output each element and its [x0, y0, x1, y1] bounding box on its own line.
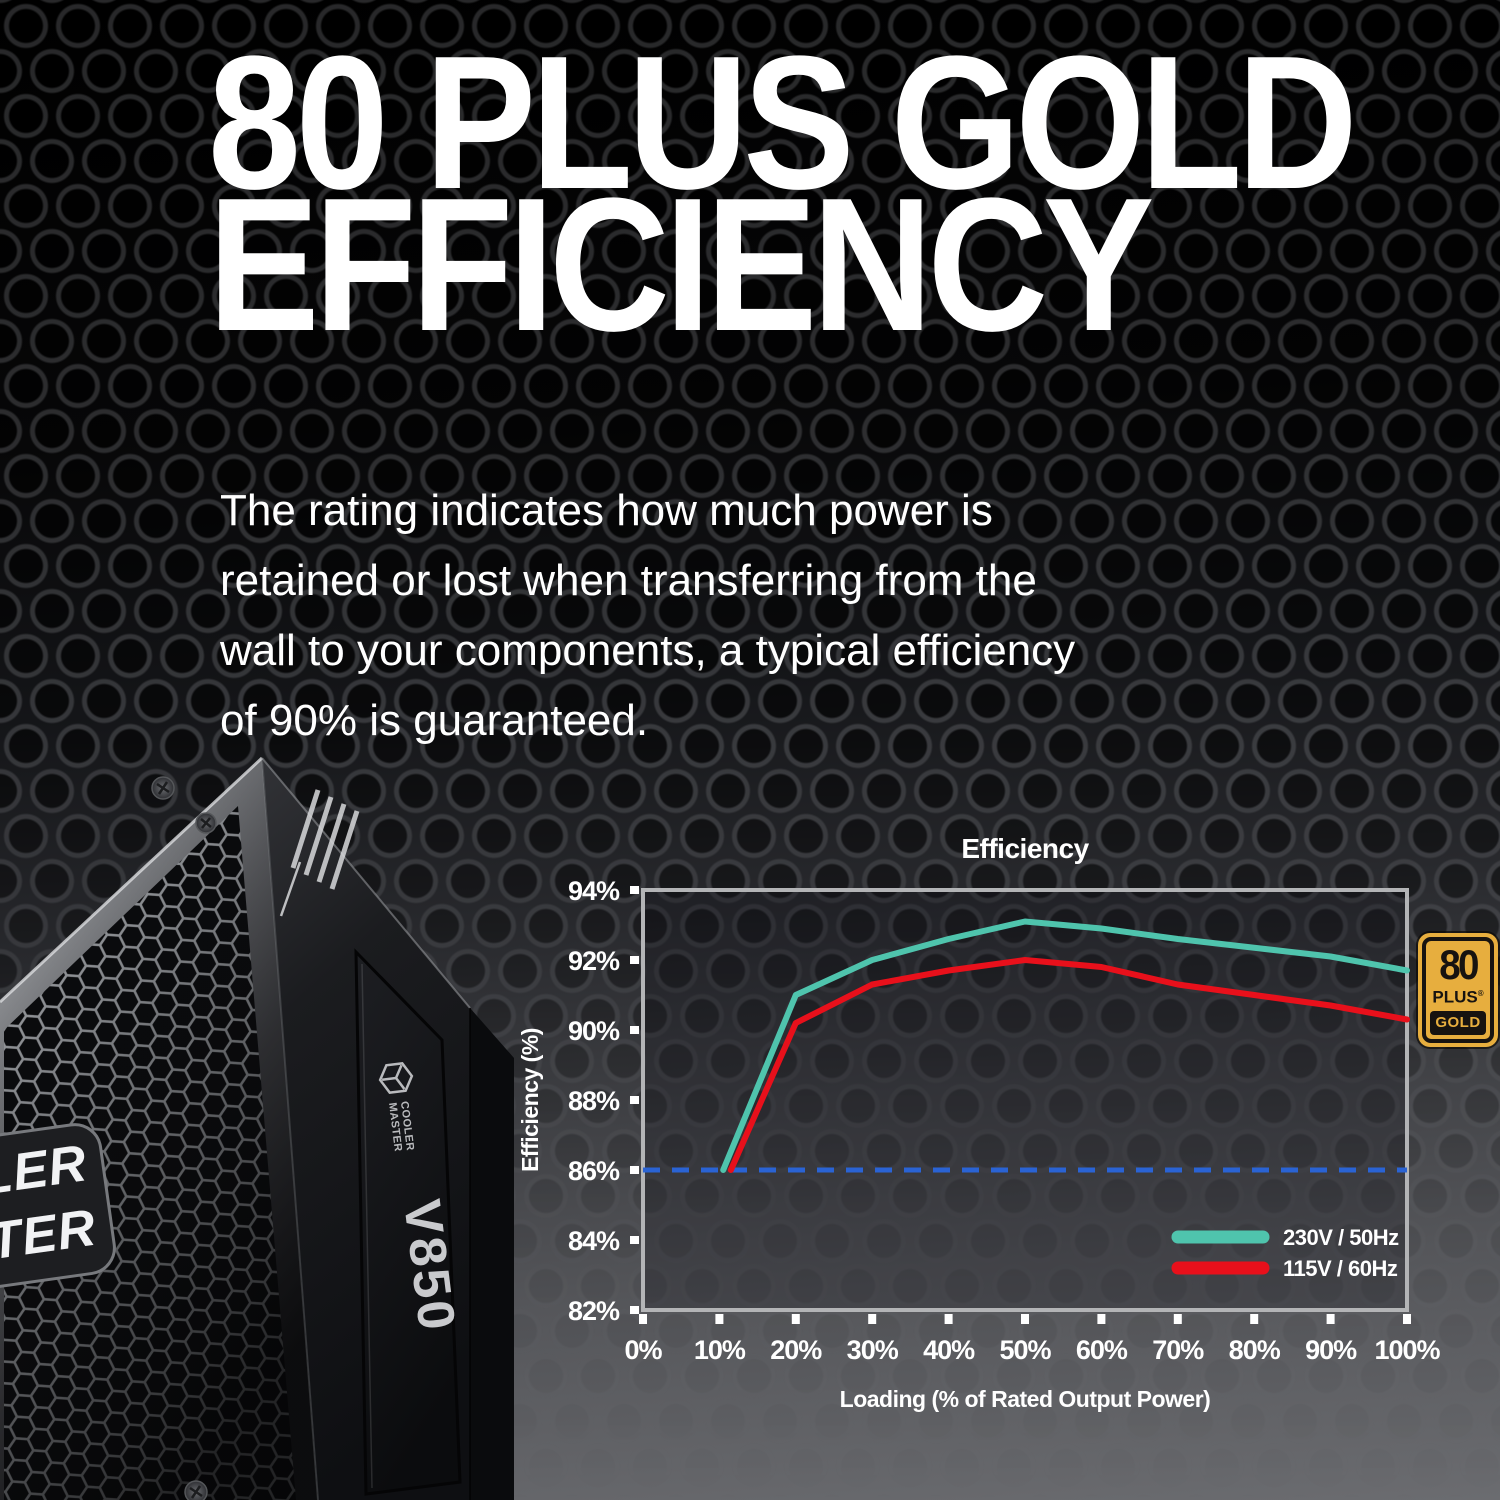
description-line: of 90% is guaranteed. [220, 696, 649, 745]
brand-badge: COOLER MASTER [0, 1123, 116, 1307]
x-tick-label: 20% [770, 1335, 822, 1365]
edge-highlight [0, 756, 264, 1004]
legend-label-0: 230V / 50Hz [1283, 1225, 1399, 1250]
x-axis-label: Loading (% of Rated Output Power) [840, 1386, 1211, 1412]
y-tick [630, 1026, 639, 1034]
efficiency-chart: 82% 84% 86% 88% 90% 92% 94% 0% 10% 20% 30% 40% 50% 60… [517, 833, 1442, 1412]
description-line: retained or lost when transferring from … [220, 556, 1037, 605]
x-tick [1403, 1314, 1411, 1324]
x-tick-label: 30% [847, 1335, 899, 1365]
series-line-0 [720, 918, 1410, 1173]
chart-title: Efficiency [961, 833, 1089, 864]
80plus-gold-badge: 80 PLUS® GOLD [1418, 933, 1498, 1047]
y-tick-label: 86% [568, 1156, 620, 1186]
cooler-master-logo: COOLER MASTER [378, 1061, 416, 1153]
description: The rating indicates how much power is r… [220, 476, 1075, 756]
y-tick [630, 1166, 639, 1174]
legend-label-1: 115V / 60Hz [1283, 1256, 1398, 1281]
psu-product-image: COOLER MASTER [0, 756, 514, 1500]
psu-edge-strip [470, 1008, 514, 1500]
y-tick-label: 84% [568, 1226, 620, 1256]
badge-tier-label: GOLD [1430, 1011, 1486, 1035]
description-line: The rating indicates how much power is [220, 486, 993, 535]
edge-highlight [261, 757, 471, 1009]
x-tick [1173, 1314, 1182, 1324]
y-tick-label: 94% [568, 876, 620, 906]
y-tick [630, 1236, 639, 1244]
svg-text:MASTER: MASTER [386, 1102, 404, 1153]
x-tick [1326, 1314, 1335, 1324]
edge-ridge [261, 757, 319, 1500]
decor-stripes [279, 789, 360, 917]
y-tick [630, 1096, 639, 1104]
x-tick-label: 80% [1229, 1335, 1281, 1365]
x-tick [1097, 1314, 1106, 1324]
badge-plus-label: PLUS® [1432, 987, 1484, 1007]
registered-mark: ® [1477, 989, 1484, 998]
x-tick-label: 60% [1076, 1335, 1128, 1365]
x-tick-label: 90% [1305, 1335, 1357, 1365]
x-tick [1021, 1314, 1029, 1324]
x-tick-label: 70% [1152, 1335, 1204, 1365]
page-title: 80 PLUS GOLD EFFICIENCY [208, 17, 1358, 371]
x-tick [639, 1314, 647, 1324]
y-tick [630, 956, 639, 964]
y-tick-label: 90% [568, 1016, 620, 1046]
badge-number: 80 [1439, 941, 1479, 988]
x-tick [944, 1314, 953, 1324]
y-tick-label: 88% [568, 1086, 620, 1116]
psu-fan-shade [0, 758, 318, 1500]
y-tick [630, 886, 639, 894]
y-tick-label: 82% [568, 1296, 620, 1326]
page-title-line2: EFFICIENCY [208, 159, 1154, 371]
model-plate: COOLER MASTER V850 [354, 948, 466, 1496]
plot-frame [641, 888, 1409, 1312]
x-tick-label: 10% [694, 1335, 746, 1365]
x-tick-label: 0% [624, 1335, 662, 1365]
x-tick-label: 100% [1374, 1335, 1440, 1365]
x-tick [1250, 1314, 1259, 1324]
badge-frame: 80 PLUS® GOLD [1422, 937, 1494, 1043]
psu-body: COOLER MASTER [0, 756, 514, 1500]
y-tick [630, 1306, 639, 1314]
description-line: wall to your components, a typical effic… [220, 626, 1076, 675]
x-tick-label: 50% [999, 1335, 1051, 1365]
screws [151, 776, 217, 1500]
y-tick-label: 92% [568, 946, 620, 976]
x-tick [791, 1314, 800, 1324]
x-tick [868, 1314, 877, 1324]
y-axis-label: Efficiency (%) [517, 1028, 543, 1172]
series-line-1 [727, 957, 1410, 1173]
x-tick [715, 1314, 724, 1324]
x-tick-label: 40% [923, 1335, 975, 1365]
page-title-line1: 80 PLUS GOLD [208, 17, 1358, 229]
